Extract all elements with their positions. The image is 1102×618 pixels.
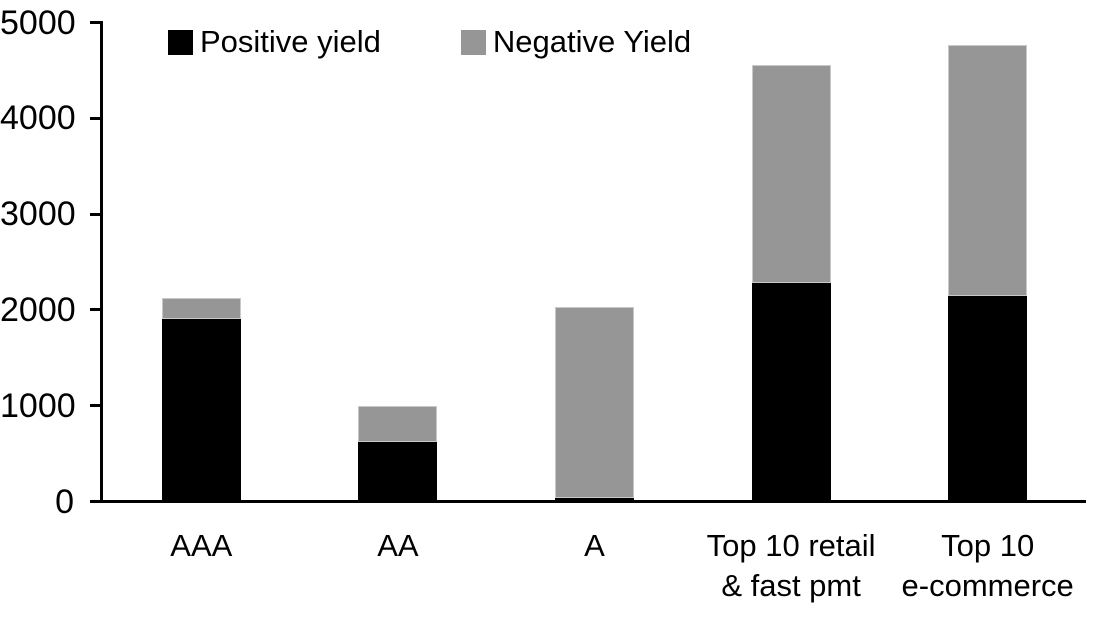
bar-negative-segment xyxy=(358,405,438,443)
bar-positive-segment xyxy=(358,442,438,502)
y-axis-tick-mark xyxy=(90,500,101,503)
legend-item-negative-yield: Negative Yield xyxy=(460,24,692,59)
legend-swatch-positive-yield-icon xyxy=(168,29,193,55)
y-axis-tick-mark xyxy=(90,404,101,408)
y-axis-tick-label: 5000 xyxy=(0,3,76,42)
x-axis-label: AAA xyxy=(170,528,233,563)
legend-label-positive-yield: Positive yield xyxy=(200,24,381,59)
y-axis-tick-label: 0 xyxy=(55,482,74,521)
legend-item-positive-yield: Positive yield xyxy=(168,25,381,59)
x-axis-label: A xyxy=(584,528,605,563)
x-axis-label: Top 10 retail & fast pmt xyxy=(706,528,876,603)
y-axis-tick-mark xyxy=(90,212,101,216)
x-axis-label: Top 10 e-commerce xyxy=(901,528,1074,603)
y-axis-tick-mark xyxy=(90,21,101,24)
bar-negative-segment xyxy=(751,64,831,284)
y-axis-tick-label: 4000 xyxy=(0,99,76,138)
chart-legend: Positive yield Negative Yield xyxy=(168,25,691,59)
legend-label-negative-yield: Negative Yield xyxy=(492,24,692,59)
bar-negative-segment xyxy=(948,45,1028,296)
y-axis-tick-label: 2000 xyxy=(0,290,76,329)
x-axis-line xyxy=(100,500,1086,503)
y-axis-tick-label: 3000 xyxy=(0,195,76,234)
bar-positive-segment xyxy=(555,497,634,502)
bar-positive-segment xyxy=(161,319,241,502)
bar-positive-segment xyxy=(751,283,831,502)
x-axis-label: AA xyxy=(377,528,419,563)
y-axis-tick-label: 1000 xyxy=(0,386,76,425)
bar-negative-segment xyxy=(161,298,241,320)
bar-negative-segment xyxy=(555,307,634,498)
bar-positive-segment xyxy=(948,295,1028,502)
y-axis-line xyxy=(100,21,103,503)
legend-swatch-negative-yield-icon xyxy=(460,29,486,55)
y-axis-tick-mark xyxy=(90,116,101,120)
y-axis-tick-mark xyxy=(90,308,101,312)
